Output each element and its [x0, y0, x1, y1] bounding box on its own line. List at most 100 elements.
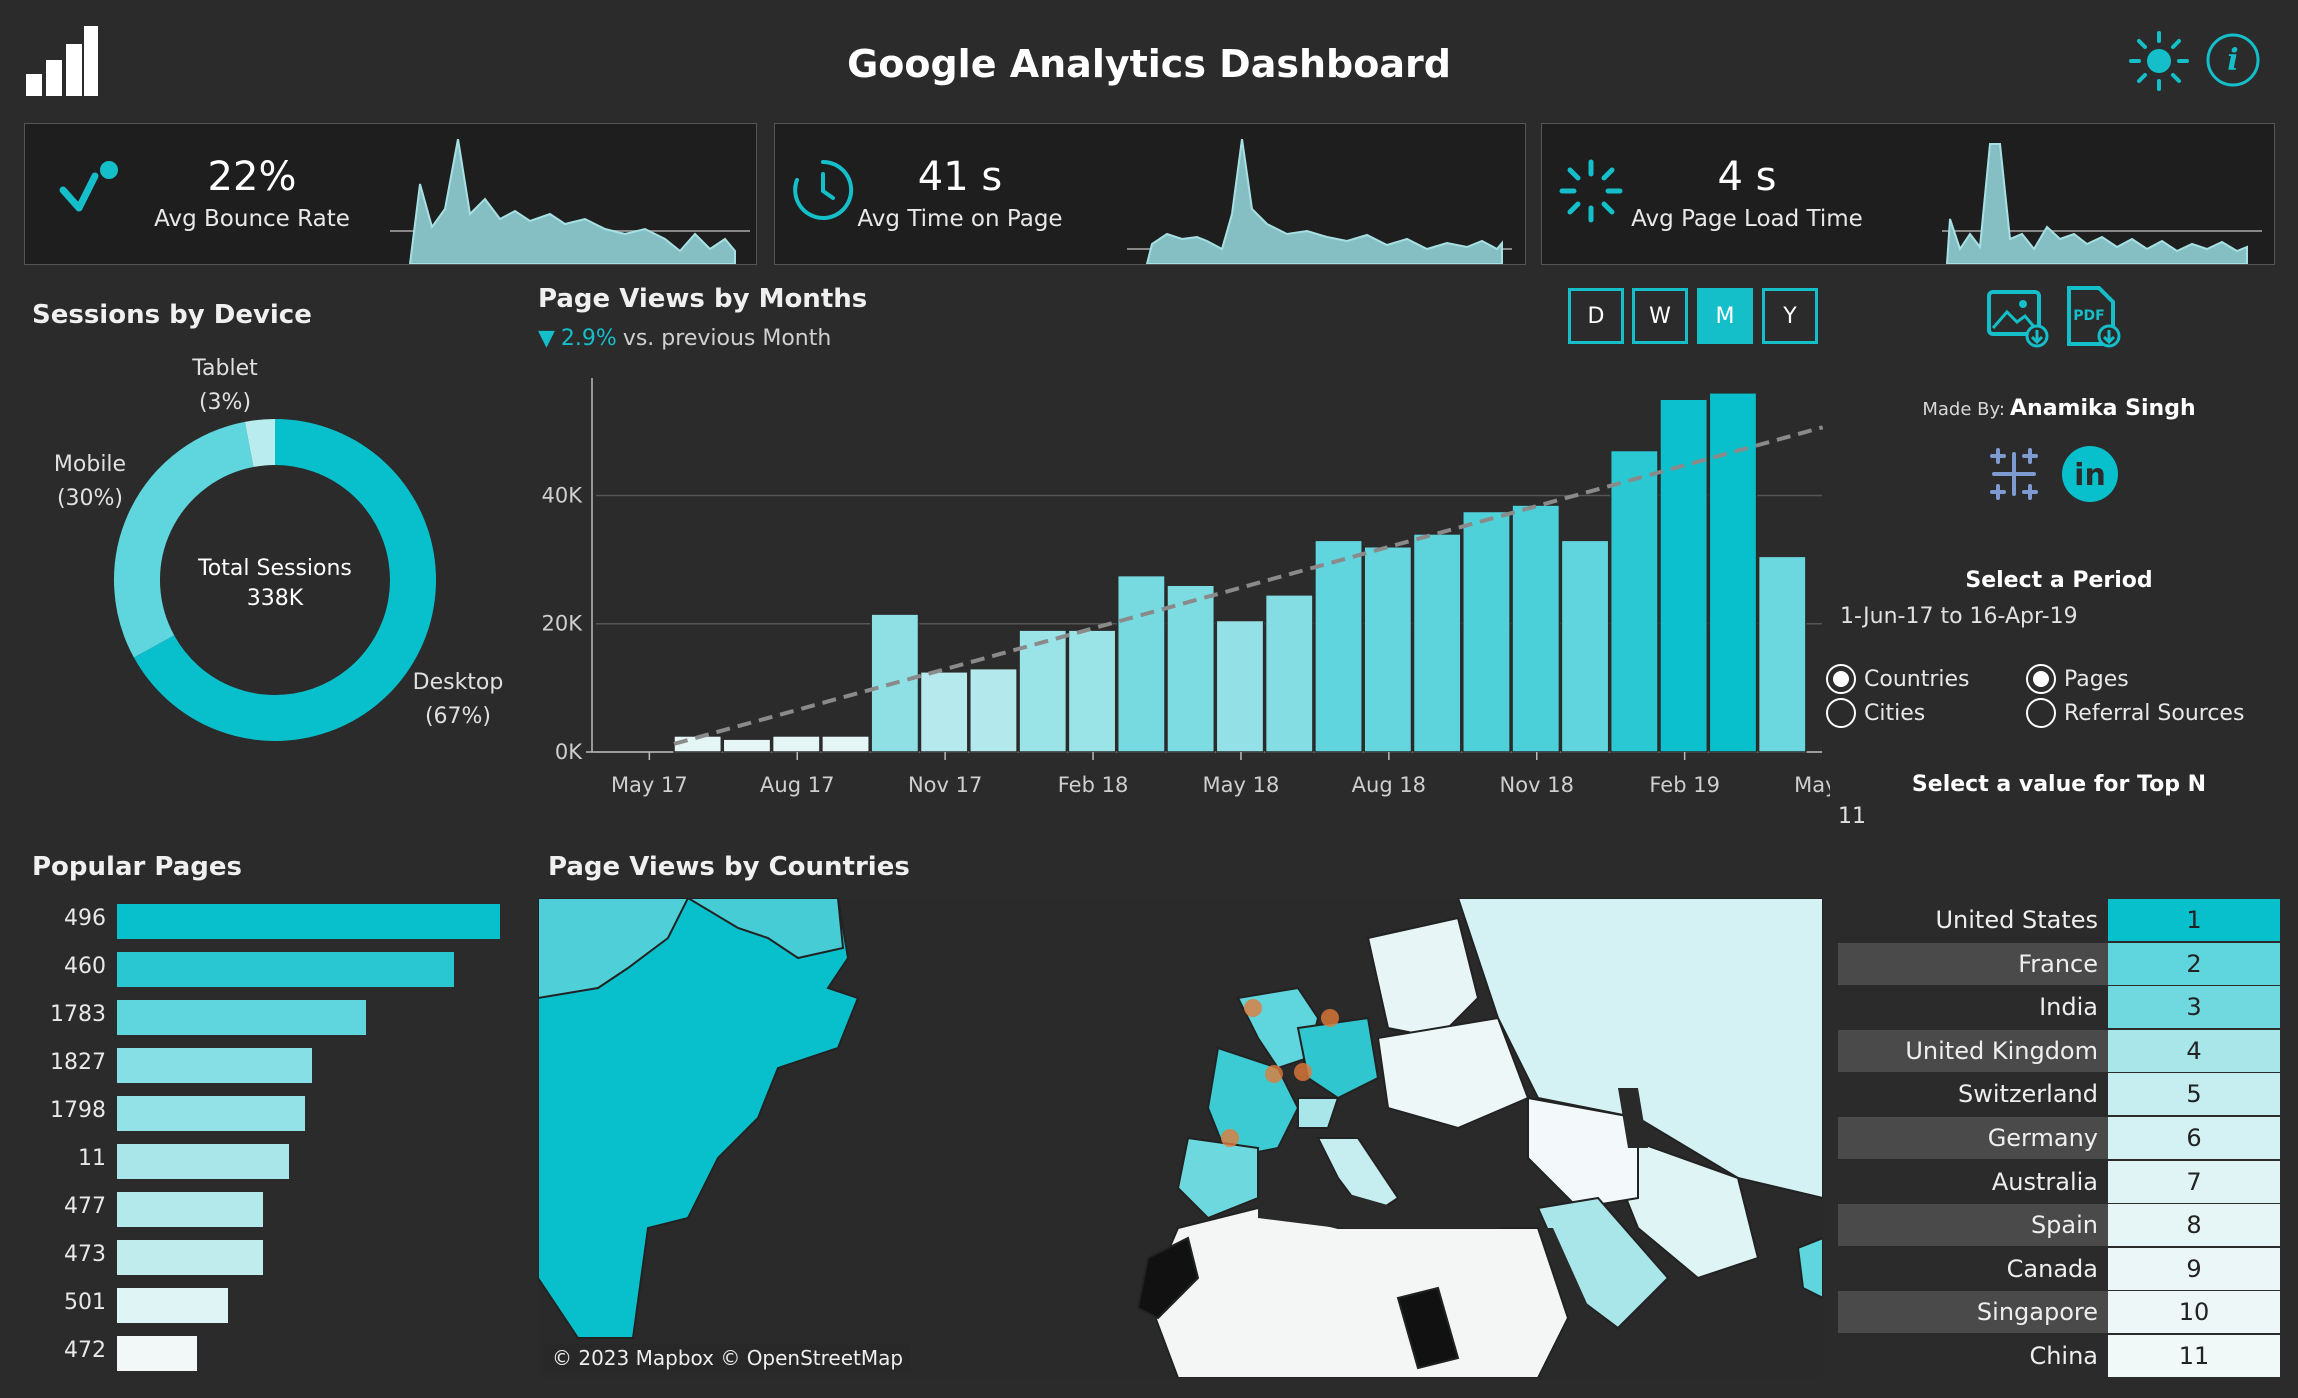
bar-jul-18[interactable] — [1314, 539, 1363, 753]
popular-page-bar[interactable] — [117, 1000, 366, 1035]
down-arrow-icon: ▼ — [538, 326, 555, 351]
bar-mar-18[interactable] — [1116, 574, 1166, 753]
tablet-pct: (3%) — [198, 390, 252, 415]
ranking-number: 9 — [2108, 1247, 2280, 1290]
map-title: Page Views by Countries — [548, 852, 910, 882]
bar-aug-18[interactable] — [1363, 546, 1413, 753]
topn-title: Select a value for Top N — [1911, 772, 2207, 797]
image-download-icon[interactable] — [1985, 288, 2049, 352]
bar-oct-18[interactable] — [1462, 510, 1511, 753]
donut-slice-desktop[interactable] — [133, 419, 436, 741]
period-button-y[interactable]: Y — [1762, 288, 1818, 344]
clock-icon — [791, 158, 855, 226]
device-section-title: Sessions by Device — [32, 300, 312, 330]
bounce-sparkline — [390, 139, 750, 264]
popular-page-label: 460 — [64, 954, 106, 979]
theme-toggle-icon[interactable] — [2128, 30, 2190, 92]
popular-page-bar[interactable] — [117, 1192, 263, 1227]
popular-page-bar[interactable] — [117, 904, 500, 939]
bar-sep-17[interactable] — [821, 735, 870, 753]
radio-dot[interactable] — [1826, 698, 1856, 728]
topn-value[interactable]: 11 — [1838, 804, 1866, 829]
ranking-country: Singapore — [1838, 1291, 2108, 1334]
kpi-card-load-time: 4 s Avg Page Load Time — [1541, 123, 2275, 265]
kpi-card-bounce-rate: 22% Avg Bounce Rate — [24, 123, 757, 265]
popular-page-bar[interactable] — [117, 952, 455, 987]
x-tick-label: Nov 18 — [1500, 773, 1574, 797]
donut-segments — [114, 419, 436, 741]
bar-nov-17[interactable] — [919, 671, 969, 753]
ranking-row[interactable]: China 11 — [1838, 1335, 2280, 1377]
ranking-country: Germany — [1838, 1117, 2108, 1159]
radio-cities[interactable]: Cities — [1826, 698, 1925, 728]
radio-pages[interactable]: Pages — [2026, 664, 2129, 694]
x-tick-label: May 18 — [1203, 773, 1280, 797]
countries-map[interactable]: © 2023 Mapbox © OpenStreetMap — [538, 898, 1823, 1378]
radio-label: Countries — [1864, 666, 1970, 692]
ranking-country: China — [2029, 1342, 2098, 1370]
period-button-m[interactable]: M — [1697, 288, 1753, 344]
x-tick-label: May 17 — [611, 773, 688, 797]
ranking-row[interactable]: Spain 8 — [1838, 1204, 2280, 1247]
radio-dot[interactable] — [2026, 664, 2056, 694]
bar-feb-18[interactable] — [1067, 629, 1117, 753]
ranking-row[interactable]: Germany 6 — [1838, 1117, 2280, 1159]
map-attribution[interactable]: © 2023 Mapbox © OpenStreetMap — [544, 1344, 912, 1372]
bar-may-18[interactable] — [1215, 619, 1265, 753]
bar-dec-17[interactable] — [969, 667, 1018, 753]
bar-sep-18[interactable] — [1412, 533, 1462, 753]
popular-page-bar[interactable] — [117, 1048, 313, 1083]
bar-apr-19[interactable] — [1757, 555, 1807, 753]
popular-page-label: 477 — [64, 1194, 106, 1219]
period-title: Select a Period — [1965, 568, 2153, 593]
linkedin-icon[interactable]: in — [2062, 446, 2118, 506]
tableau-icon[interactable] — [1984, 444, 2044, 508]
popular-page-label: 473 — [64, 1242, 106, 1267]
bar-jan-19[interactable] — [1609, 449, 1659, 753]
bar-dec-18[interactable] — [1560, 539, 1610, 753]
ranking-row[interactable]: India 3 — [1838, 986, 2280, 1029]
popular-page-bar[interactable] — [117, 1240, 263, 1275]
popular-page-bar[interactable] — [117, 1336, 198, 1371]
bar-jun-18[interactable] — [1264, 594, 1314, 753]
ranking-row[interactable]: United Kingdom 4 — [1838, 1029, 2280, 1072]
ranking-row[interactable]: Singapore 10 — [1838, 1291, 2280, 1334]
popular-pages-title: Popular Pages — [32, 852, 242, 882]
bar-aug-17[interactable] — [771, 735, 821, 753]
radio-referral-sources[interactable]: Referral Sources — [2026, 698, 2244, 728]
ranking-number: 8 — [2108, 1204, 2280, 1247]
y-tick-label: 0K — [555, 740, 583, 764]
radio-countries[interactable]: Countries — [1826, 664, 1970, 694]
period-button-d[interactable]: D — [1568, 288, 1624, 344]
bar-apr-18[interactable] — [1166, 584, 1216, 753]
change-suffix: vs. previous Month — [622, 326, 832, 351]
ranking-row[interactable]: France 2 — [1838, 942, 2280, 985]
pageviews-title: Page Views by Months — [538, 284, 868, 314]
ranking-row[interactable]: Canada 9 — [1838, 1247, 2280, 1290]
pdf-download-icon[interactable]: PDF — [2063, 284, 2123, 354]
bar-nov-18[interactable] — [1511, 504, 1561, 753]
period-button-w[interactable]: W — [1632, 288, 1688, 344]
donut-slice-tablet[interactable] — [244, 419, 276, 468]
ranking-row[interactable]: Australia 7 — [1838, 1160, 2280, 1203]
load-sparkline — [1942, 143, 2262, 264]
popular-page-bar[interactable] — [117, 1096, 305, 1131]
popular-page-bar[interactable] — [117, 1144, 290, 1179]
popular-page-bar[interactable] — [117, 1288, 229, 1323]
ranking-country: Canada — [2006, 1254, 2098, 1283]
bar-jul-17[interactable] — [722, 738, 772, 753]
bar-jan-18[interactable] — [1018, 629, 1068, 753]
donut-slice-mobile[interactable] — [114, 421, 255, 658]
info-icon[interactable]: i — [2205, 32, 2261, 88]
bar-feb-19[interactable] — [1659, 398, 1709, 753]
ranking-row[interactable]: United States 1 — [1838, 899, 2280, 941]
radio-dot[interactable] — [2026, 698, 2056, 728]
made-by: Made By: Anamika Singh — [1838, 396, 2280, 421]
ranking-row[interactable]: Switzerland 5 — [1838, 1073, 2280, 1116]
ranking-country: France — [1838, 942, 2108, 985]
bar-mar-19[interactable] — [1708, 392, 1758, 753]
author-name: Anamika Singh — [2010, 396, 2196, 421]
radio-dot[interactable] — [1826, 664, 1856, 694]
period-value[interactable]: 1-Jun-17 to 16-Apr-19 — [1840, 604, 2078, 629]
popular-page-label: 1798 — [50, 1098, 106, 1123]
